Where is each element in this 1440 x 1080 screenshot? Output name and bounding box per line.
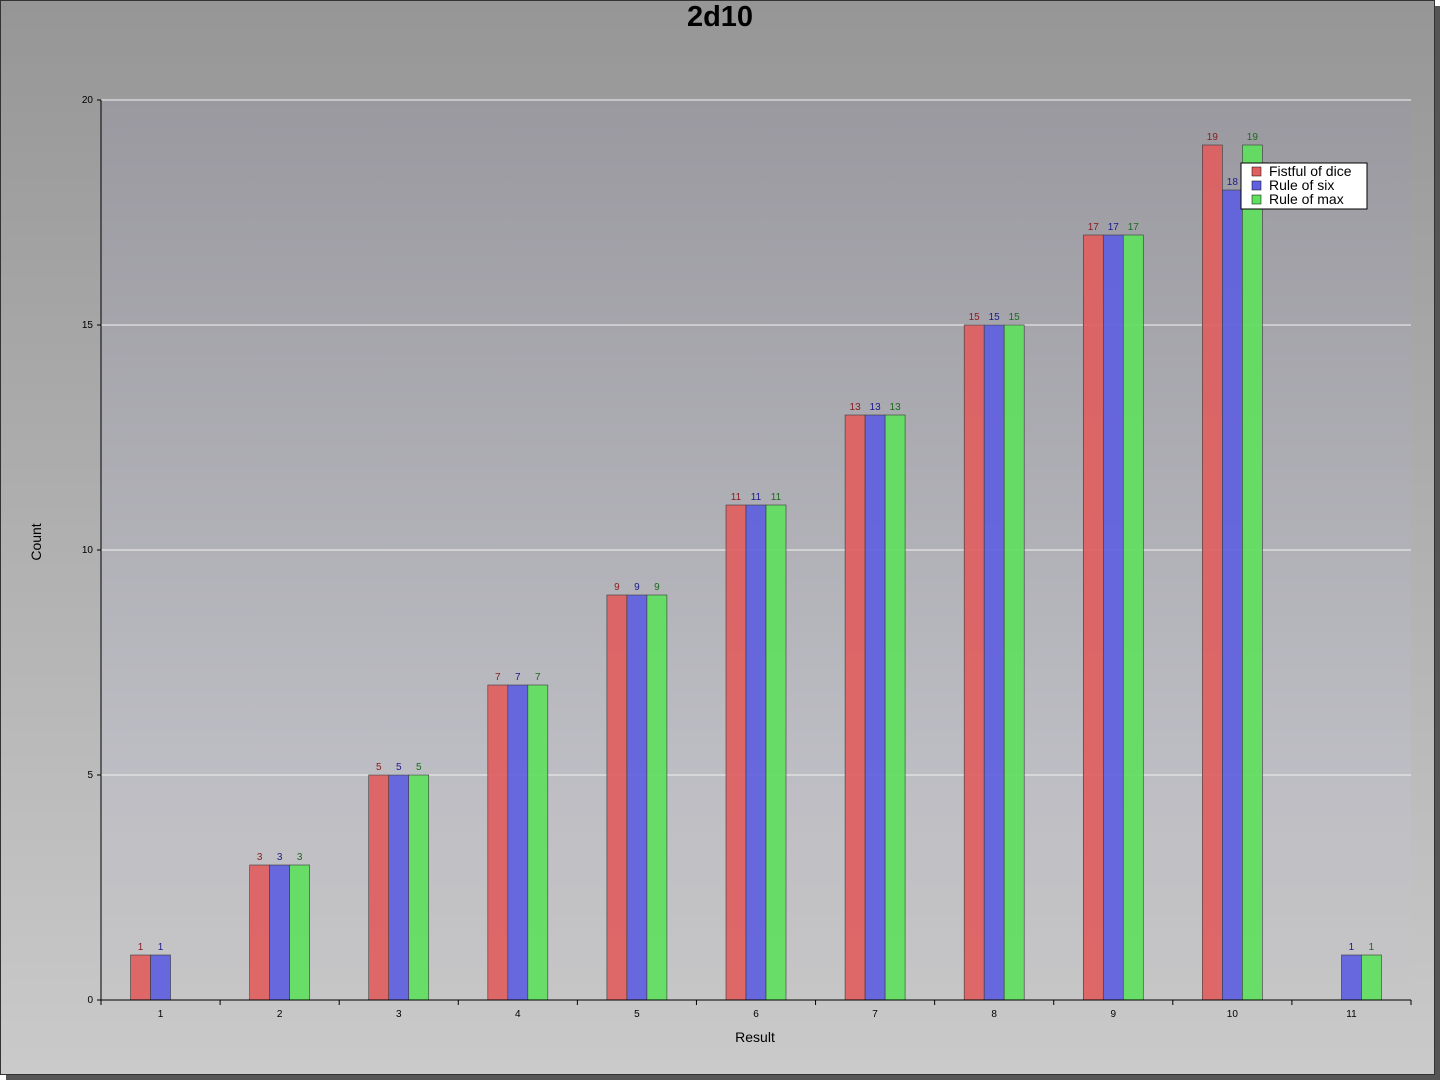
axes-layer <box>97 99 1412 1005</box>
bar <box>1341 954 1362 1001</box>
bar <box>844 414 866 1001</box>
data-label: 13 <box>890 402 902 413</box>
data-label: 3 <box>277 852 283 863</box>
bar <box>249 864 270 1001</box>
data-label: 5 <box>396 762 402 773</box>
bars-layer <box>130 144 1382 1001</box>
data-label: 11 <box>751 492 762 503</box>
data-label: 9 <box>634 582 640 593</box>
x-tick-label: 5 <box>634 1009 640 1020</box>
bar <box>606 594 628 1001</box>
y-tick-label: 0 <box>87 995 93 1006</box>
bar <box>765 504 787 1001</box>
bar <box>487 684 509 1001</box>
x-tick-label: 8 <box>991 1009 997 1020</box>
x-tick-label: 9 <box>1110 1009 1116 1020</box>
data-label: 19 <box>1247 132 1259 143</box>
data-label: 3 <box>257 852 263 863</box>
data-label: 18 <box>1227 177 1239 188</box>
legend-label-rule-of-six: Rule of six <box>1269 177 1334 193</box>
bar <box>408 774 430 1001</box>
bar <box>388 774 410 1001</box>
bar <box>1202 144 1223 1001</box>
bar <box>626 594 648 1001</box>
bar <box>884 414 906 1001</box>
legend-box <box>1240 162 1368 210</box>
bar <box>150 954 171 1001</box>
bar <box>269 864 290 1001</box>
legend-swatch-rule-of-max <box>1251 194 1262 205</box>
data-label: 3 <box>297 852 303 863</box>
data-label: 19 <box>1207 132 1219 143</box>
bar <box>1102 234 1124 1001</box>
legend-label-fistful: Fistful of dice <box>1269 163 1352 179</box>
data-label: 9 <box>614 582 620 593</box>
bar <box>1122 234 1144 1001</box>
x-tick-label: 6 <box>753 1009 759 1020</box>
x-tick-label: 7 <box>872 1009 878 1020</box>
data-label: 1 <box>1349 942 1355 953</box>
data-label: 7 <box>535 672 541 683</box>
data-label: 17 <box>1128 222 1140 233</box>
bar <box>1082 234 1104 1001</box>
x-tick-label: 4 <box>515 1009 521 1020</box>
y-axis-title: Count <box>28 523 44 560</box>
legend-swatch-fistful <box>1251 166 1262 177</box>
x-tick-label: 3 <box>396 1009 402 1020</box>
bar <box>963 324 985 1001</box>
bar <box>864 414 886 1001</box>
bar <box>983 324 1005 1001</box>
data-label: 1 <box>138 942 144 953</box>
data-label: 1 <box>1369 942 1375 953</box>
data-label: 7 <box>495 672 501 683</box>
data-label: 13 <box>870 402 882 413</box>
bar <box>527 684 549 1001</box>
y-tick-label: 5 <box>87 770 93 781</box>
bar <box>1003 324 1025 1001</box>
data-label: 5 <box>416 762 422 773</box>
data-label: 17 <box>1088 222 1100 233</box>
x-tick-label: 11 <box>1346 1009 1357 1020</box>
legend-swatch-rule-of-six <box>1251 180 1262 191</box>
data-label: 1 <box>158 942 164 953</box>
legend-label-rule-of-max: Rule of max <box>1269 191 1344 207</box>
legend: Fistful of dice Rule of six Rule of max <box>1240 162 1368 210</box>
x-tick-label: 1 <box>158 1009 164 1020</box>
x-tick-label: 2 <box>277 1009 283 1020</box>
x-tick-label: 10 <box>1227 1009 1239 1020</box>
y-tick-label: 10 <box>82 545 94 556</box>
bar <box>507 684 529 1001</box>
data-label: 17 <box>1108 222 1120 233</box>
data-label: 11 <box>731 492 742 503</box>
x-axis-title: Result <box>735 1029 775 1045</box>
data-label: 9 <box>654 582 660 593</box>
data-label: 13 <box>850 402 862 413</box>
bar <box>1242 144 1263 1001</box>
y-tick-label: 20 <box>82 95 94 106</box>
y-tick-label: 15 <box>82 320 94 331</box>
bar <box>1361 954 1382 1001</box>
data-label: 15 <box>969 312 981 323</box>
chart-title: 2d10 <box>687 1 753 33</box>
bar <box>289 864 310 1001</box>
bar <box>368 774 390 1001</box>
bar <box>1222 189 1243 1001</box>
bar <box>725 504 747 1001</box>
bar <box>130 954 151 1001</box>
bar <box>745 504 767 1001</box>
data-label: 15 <box>1009 312 1021 323</box>
data-label: 11 <box>771 492 782 503</box>
data-label: 15 <box>989 312 1001 323</box>
data-label: 5 <box>376 762 382 773</box>
bar <box>646 594 668 1001</box>
data-label: 7 <box>515 672 521 683</box>
